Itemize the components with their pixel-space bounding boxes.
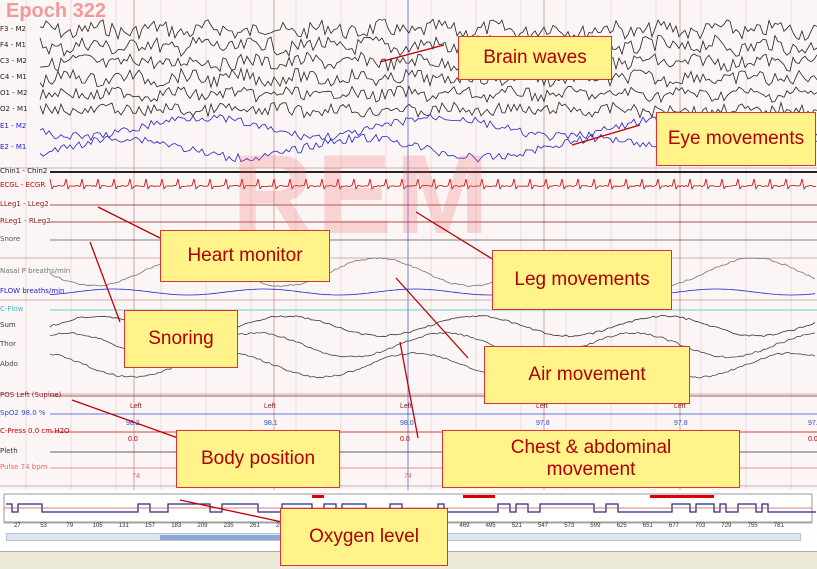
channel-label: SpO2 98.0 %	[0, 409, 46, 417]
hypnogram-tick: 651	[642, 523, 653, 529]
position-label: Left	[674, 403, 686, 410]
hypnogram-tick: 105	[92, 523, 103, 529]
callout-chest-abdominal: Chest & abdominal movement	[442, 430, 740, 488]
channel-label: ECGL - ECGR	[0, 181, 46, 189]
channel-label: O2 - M1	[0, 105, 28, 113]
spo2-value: 98.1	[264, 420, 278, 427]
hypnogram-tick: 755	[747, 523, 758, 529]
hypnogram-tick: 547	[538, 523, 549, 529]
channel-label: E2 - M1	[0, 143, 27, 151]
callout-leg-movements: Leg movements	[492, 250, 672, 310]
hypnogram-tick: 235	[223, 523, 234, 529]
spo2-value: 98.2	[126, 420, 140, 427]
hypnogram-tick: 703	[695, 523, 706, 529]
channel-label: E1 - M2	[0, 122, 27, 130]
hypnogram-tick: 677	[669, 523, 680, 529]
hypnogram-tick: 781	[773, 523, 784, 529]
trace-5	[39, 100, 817, 119]
hypnogram-tick: 625	[616, 523, 627, 529]
trace-3	[39, 67, 817, 89]
pulse-value: 74	[404, 473, 412, 480]
hypnogram-tick: 27	[14, 523, 21, 529]
position-label: Left	[536, 403, 548, 410]
cpress-value: 0.0	[400, 436, 410, 443]
hypnogram-tick: 599	[590, 523, 601, 529]
callout-air-movement: Air movement	[484, 346, 690, 404]
callout-snoring: Snoring	[124, 310, 238, 368]
hypnogram-tick: 79	[66, 523, 74, 529]
trace-2	[39, 51, 817, 73]
hypnogram-tick: 209	[197, 523, 208, 529]
channel-label: Nasal P breaths/min	[0, 267, 71, 275]
hypnogram-tick: 183	[171, 523, 182, 529]
trace-0	[39, 18, 817, 42]
channel-label: C3 - M2	[0, 57, 27, 65]
channel-label: Thor	[0, 340, 16, 348]
hypnogram-tick: 53	[40, 523, 47, 529]
channel-label: LLeg1 - LLeg2	[0, 200, 49, 208]
spo2-value: 97.8	[536, 420, 550, 427]
pulse-value: 74	[132, 473, 140, 480]
channel-label: RLeg1 - RLeg2	[0, 217, 51, 225]
callout-oxygen-level: Oxygen level	[280, 508, 448, 566]
channel-label: Pulse 74 bpm	[0, 463, 48, 471]
channel-label: Snore	[0, 235, 21, 243]
channel-label: FLOW breaths/min	[0, 287, 65, 295]
hypnogram-tick: 729	[721, 523, 732, 529]
channel-label: POS Left (Supine)	[0, 391, 62, 399]
spo2-value: 98.0	[400, 420, 414, 427]
cpress-value: 0.0	[128, 436, 138, 443]
spo2-value: 97.8	[808, 420, 817, 427]
hypnogram-tick: 469	[459, 523, 470, 529]
hypnogram-tick: 261	[249, 523, 260, 529]
channel-label: C-Flow	[0, 305, 24, 313]
hypnogram-tick: 521	[511, 523, 522, 529]
trace-14	[49, 288, 816, 296]
hypnogram-tick: 573	[564, 523, 575, 529]
trace-4	[39, 85, 817, 104]
cpress-value: 0.0	[808, 436, 817, 443]
channel-label: Sum	[0, 321, 16, 329]
channel-label: F3 - M2	[0, 25, 26, 33]
callout-eye-movements: Eye movements	[656, 112, 816, 166]
epoch-label: Epoch 322	[6, 0, 107, 22]
channel-label: C4 - M1	[0, 73, 27, 81]
channel-label: Chin1 - Chin2	[0, 167, 48, 175]
channel-label: Pleth	[0, 447, 18, 455]
callout-heart-monitor: Heart monitor	[160, 230, 330, 282]
hypnogram-tick: 495	[485, 523, 496, 529]
hypnogram-tick: 157	[145, 523, 156, 529]
channel-label: F4 - M1	[0, 41, 26, 49]
callout-body-position: Body position	[176, 430, 340, 488]
trace-9	[49, 178, 817, 190]
trace-1	[39, 34, 817, 57]
callout-brain-waves: Brain waves	[458, 36, 612, 80]
position-label: Left	[264, 403, 276, 410]
hypnogram-tick: 131	[118, 523, 129, 529]
scrollbar-thumb[interactable]	[160, 535, 280, 540]
channel-label: C-Press 0.0 cm H2O	[0, 427, 70, 435]
position-label: Left	[400, 403, 412, 410]
channel-label: O1 - M2	[0, 89, 28, 97]
channel-label: Abdo	[0, 360, 18, 368]
spo2-value: 97.8	[674, 420, 688, 427]
position-label: Left	[130, 403, 142, 410]
